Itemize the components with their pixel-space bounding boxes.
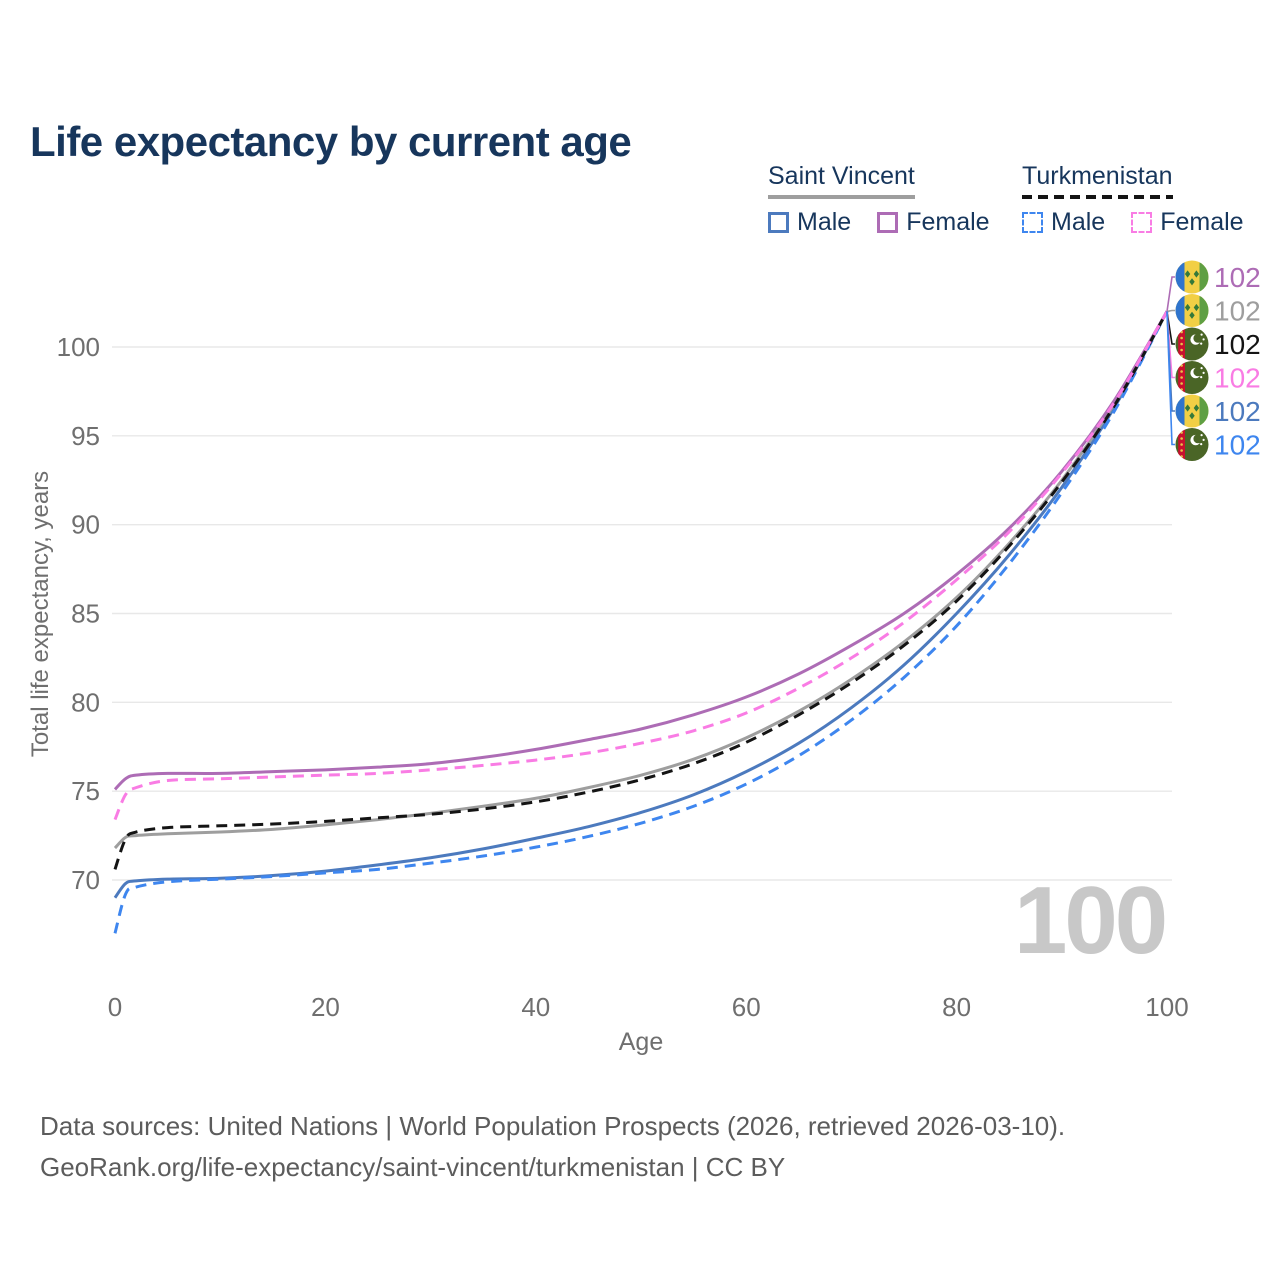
y-tick-label: 90 (71, 510, 100, 540)
turkmenistan-flag-icon (1175, 361, 1209, 394)
legend-group-saint-vincent: Saint Vincent Male Female (768, 162, 990, 237)
end-value-label: 102 (1214, 396, 1261, 427)
leader-line (1166, 276, 1175, 312)
x-tick-label: 0 (108, 992, 122, 1022)
series-line-sv_both[interactable] (113, 310, 1169, 850)
end-value-label: 102 (1214, 262, 1261, 293)
data-sources-line: Data sources: United Nations | World Pop… (40, 1111, 1066, 1141)
x-tick-label: 100 (1145, 992, 1188, 1022)
female-solid-swatch-icon (877, 212, 899, 233)
legend-country-label: Turkmenistan (1022, 162, 1173, 190)
attribution-line: GeoRank.org/life-expectancy/saint-vincen… (40, 1152, 786, 1182)
legend-item-turkmenistan-female[interactable]: Female (1131, 208, 1244, 237)
x-tick-label: 40 (521, 992, 550, 1022)
x-tick-label: 60 (732, 992, 761, 1022)
series-line-tm_male[interactable] (113, 310, 1169, 934)
saint-vincent-flag-icon (1175, 294, 1209, 327)
y-tick-label: 70 (71, 865, 100, 895)
page-title: Life expectancy by current age (30, 118, 632, 166)
legend-item-label: Male (797, 208, 852, 236)
saint-vincent-flag-icon (1175, 394, 1209, 428)
dashed-line-sample-icon (1022, 195, 1173, 199)
series-line-sv_male[interactable] (113, 310, 1169, 899)
end-value-label: 102 (1214, 296, 1261, 327)
y-tick-label: 95 (71, 421, 100, 451)
saint-vincent-flag-icon (1175, 260, 1209, 294)
x-tick-label: 80 (942, 992, 971, 1022)
leader-line (1166, 311, 1175, 446)
legend-item-turkmenistan-male[interactable]: Male (1022, 208, 1105, 237)
x-tick-label: 20 (311, 992, 340, 1022)
leader-line (1166, 309, 1175, 313)
legend-header-turkmenistan[interactable]: Turkmenistan (1022, 162, 1173, 199)
end-value-label: 102 (1214, 363, 1261, 394)
y-tick-label: 85 (71, 598, 100, 628)
x-axis-title: Age (619, 1028, 663, 1056)
y-tick-label: 75 (71, 776, 100, 806)
y-tick-label: 100 (57, 332, 100, 362)
legend-country-label: Saint Vincent (768, 162, 915, 190)
legend-item-label: Female (1160, 208, 1244, 236)
series-line-tm_both[interactable] (113, 310, 1169, 870)
age-indicator-watermark: 100 (1014, 867, 1168, 974)
series-line-sv_female[interactable] (113, 310, 1169, 791)
leader-line (1166, 311, 1175, 345)
legend-item-saint-vincent-male[interactable]: Male (768, 208, 851, 237)
turkmenistan-flag-icon (1175, 428, 1209, 461)
turkmenistan-flag-icon (1175, 327, 1209, 361)
solid-line-sample-icon (768, 195, 915, 199)
female-dashed-swatch-icon (1131, 212, 1153, 233)
series-line-tm_female[interactable] (113, 310, 1169, 821)
male-dashed-swatch-icon (1022, 212, 1043, 233)
male-solid-swatch-icon (768, 212, 789, 233)
end-value-label: 102 (1214, 430, 1261, 461)
chart-footer: Data sources: United Nations | World Pop… (40, 1106, 1065, 1188)
legend-group-turkmenistan: Turkmenistan Male Female (1022, 162, 1244, 237)
y-axis-title: Total life expectancy, years (27, 471, 54, 757)
legend-item-saint-vincent-female[interactable]: Female (877, 208, 990, 237)
legend-item-label: Female (906, 208, 990, 236)
end-value-label: 102 (1214, 329, 1261, 360)
legend-item-label: Male (1051, 208, 1106, 236)
y-tick-label: 80 (71, 687, 100, 717)
legend-header-saint-vincent[interactable]: Saint Vincent (768, 162, 915, 199)
